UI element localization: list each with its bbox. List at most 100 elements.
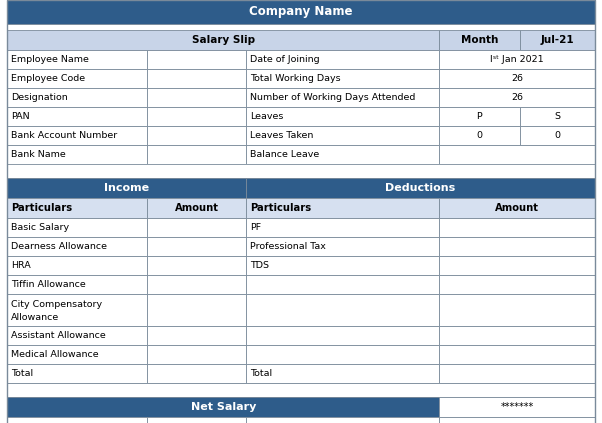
- Bar: [7, 218, 147, 237]
- Bar: [7, 69, 147, 88]
- Bar: [7, 294, 147, 326]
- Bar: [147, 145, 246, 164]
- Bar: [7, 178, 246, 198]
- Bar: [439, 345, 595, 364]
- Text: P: P: [477, 112, 482, 121]
- Bar: [7, 50, 147, 69]
- Bar: [7, 383, 595, 397]
- Text: Number of Working Days Attended: Number of Working Days Attended: [250, 93, 416, 102]
- Text: Designation: Designation: [11, 93, 67, 102]
- Bar: [439, 237, 595, 256]
- Bar: [147, 50, 246, 69]
- Bar: [147, 256, 246, 275]
- Bar: [439, 256, 595, 275]
- Bar: [439, 88, 595, 107]
- Bar: [147, 294, 246, 326]
- Bar: [147, 198, 246, 218]
- Text: 26: 26: [511, 93, 523, 102]
- Text: *******: *******: [500, 402, 534, 412]
- Bar: [439, 69, 595, 88]
- Bar: [520, 126, 595, 145]
- Text: Leaves: Leaves: [250, 112, 284, 121]
- Bar: [7, 345, 147, 364]
- Text: Amount: Amount: [175, 203, 219, 213]
- Text: 26: 26: [511, 74, 523, 83]
- Bar: [246, 88, 439, 107]
- Bar: [7, 364, 147, 383]
- Text: Employee Code: Employee Code: [11, 74, 85, 83]
- Bar: [439, 417, 595, 423]
- Bar: [246, 50, 439, 69]
- Bar: [7, 107, 147, 126]
- Bar: [246, 345, 439, 364]
- Bar: [7, 326, 147, 345]
- Bar: [147, 326, 246, 345]
- Bar: [246, 364, 439, 383]
- Bar: [246, 69, 439, 88]
- Bar: [147, 107, 246, 126]
- Text: Company Name: Company Name: [249, 5, 353, 19]
- Bar: [147, 275, 246, 294]
- Text: Bank Account Number: Bank Account Number: [11, 131, 117, 140]
- Text: Professional Tax: Professional Tax: [250, 242, 326, 251]
- Bar: [439, 218, 595, 237]
- Bar: [520, 30, 595, 50]
- Bar: [246, 178, 595, 198]
- Text: PAN: PAN: [11, 112, 29, 121]
- Bar: [7, 198, 147, 218]
- Bar: [439, 30, 520, 50]
- Text: Assistant Allowance: Assistant Allowance: [11, 331, 105, 340]
- Bar: [246, 237, 439, 256]
- Bar: [246, 326, 439, 345]
- Bar: [246, 294, 439, 326]
- Text: Dearness Allowance: Dearness Allowance: [11, 242, 107, 251]
- Text: Allowance: Allowance: [11, 313, 59, 321]
- Bar: [7, 164, 595, 178]
- Text: Net Salary: Net Salary: [191, 402, 256, 412]
- Bar: [246, 417, 439, 423]
- Text: Particulars: Particulars: [11, 203, 72, 213]
- Text: 0: 0: [554, 131, 560, 140]
- Text: Date of Joining: Date of Joining: [250, 55, 320, 64]
- Bar: [439, 364, 595, 383]
- Text: Month: Month: [461, 35, 498, 45]
- Bar: [439, 145, 595, 164]
- Text: Total Working Days: Total Working Days: [250, 74, 341, 83]
- Text: Income: Income: [104, 183, 149, 193]
- Bar: [439, 198, 595, 218]
- Bar: [147, 69, 246, 88]
- Text: Particulars: Particulars: [250, 203, 312, 213]
- Bar: [147, 88, 246, 107]
- Bar: [7, 164, 595, 178]
- Text: Bank Name: Bank Name: [11, 150, 66, 159]
- Bar: [246, 126, 439, 145]
- Bar: [147, 417, 246, 423]
- Text: Basic Salary: Basic Salary: [11, 223, 69, 232]
- Bar: [439, 294, 595, 326]
- Text: Amount: Amount: [495, 203, 539, 213]
- Bar: [7, 145, 147, 164]
- Text: PF: PF: [250, 223, 261, 232]
- Text: Medical Allowance: Medical Allowance: [11, 350, 99, 359]
- Bar: [520, 107, 595, 126]
- Text: City Compensatory: City Compensatory: [11, 300, 102, 309]
- Text: Leaves Taken: Leaves Taken: [250, 131, 314, 140]
- Bar: [7, 256, 147, 275]
- Bar: [246, 145, 439, 164]
- Text: TDS: TDS: [250, 261, 270, 270]
- Bar: [439, 50, 595, 69]
- Bar: [7, 0, 595, 24]
- Bar: [7, 126, 147, 145]
- Text: Tiffin Allowance: Tiffin Allowance: [11, 280, 85, 289]
- Bar: [7, 417, 147, 423]
- Bar: [439, 107, 520, 126]
- Bar: [147, 126, 246, 145]
- Bar: [246, 218, 439, 237]
- Bar: [7, 397, 439, 417]
- Text: Total: Total: [250, 369, 273, 378]
- Bar: [439, 326, 595, 345]
- Bar: [246, 256, 439, 275]
- Bar: [147, 218, 246, 237]
- Text: Iˢᵗ Jan 2021: Iˢᵗ Jan 2021: [490, 55, 544, 64]
- Bar: [439, 397, 595, 417]
